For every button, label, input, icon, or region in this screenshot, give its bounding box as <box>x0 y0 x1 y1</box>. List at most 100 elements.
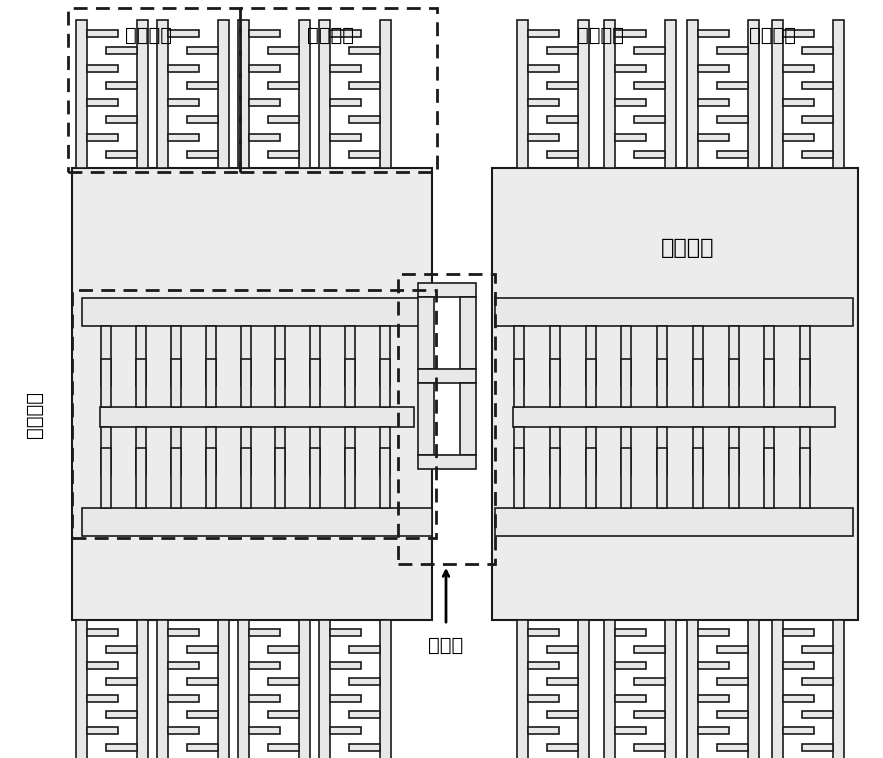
Bar <box>783 629 814 636</box>
Bar <box>275 427 285 475</box>
Bar <box>578 620 589 758</box>
Text: 驱动电极: 驱动电极 <box>125 26 171 45</box>
Bar <box>634 711 665 718</box>
Bar <box>698 694 729 702</box>
Bar <box>238 20 249 168</box>
Bar <box>238 620 249 758</box>
Bar <box>330 662 361 669</box>
Bar <box>665 20 676 168</box>
Bar <box>275 448 285 508</box>
Bar <box>249 64 280 72</box>
Bar <box>460 297 476 369</box>
Bar <box>349 48 380 55</box>
Bar <box>268 116 299 124</box>
Bar <box>800 359 811 407</box>
Bar <box>833 620 844 758</box>
Bar <box>87 64 118 72</box>
Bar <box>76 20 87 168</box>
Bar <box>615 662 646 669</box>
Bar <box>492 168 858 620</box>
Bar <box>634 116 665 124</box>
Bar <box>783 694 814 702</box>
Bar <box>547 48 578 55</box>
Bar <box>330 30 361 37</box>
Bar <box>168 662 199 669</box>
Bar <box>634 646 665 653</box>
Bar <box>665 620 676 758</box>
Bar <box>101 326 111 386</box>
Bar <box>380 427 390 475</box>
Bar <box>514 326 524 386</box>
Bar <box>728 427 739 475</box>
Bar <box>800 427 811 475</box>
Bar <box>268 744 299 750</box>
Bar <box>82 298 432 326</box>
Bar <box>622 427 631 475</box>
Bar <box>698 64 729 72</box>
Bar <box>547 678 578 685</box>
Bar <box>87 30 118 37</box>
Bar <box>514 448 524 508</box>
Bar <box>310 359 321 407</box>
Bar <box>170 427 181 475</box>
Bar <box>634 744 665 750</box>
Bar <box>657 448 668 508</box>
Text: 检测质量: 检测质量 <box>661 238 714 258</box>
Bar <box>687 620 698 758</box>
Bar <box>68 8 240 172</box>
Bar <box>528 662 559 669</box>
Bar <box>268 48 299 55</box>
Bar <box>418 383 434 455</box>
Bar <box>615 629 646 636</box>
Bar <box>101 359 111 407</box>
Bar <box>187 711 218 718</box>
Bar <box>187 744 218 750</box>
Bar <box>717 678 748 685</box>
Bar <box>765 359 774 407</box>
Bar <box>206 359 215 407</box>
Bar <box>783 662 814 669</box>
Bar <box>170 326 181 386</box>
Bar <box>249 629 280 636</box>
Bar <box>187 646 218 653</box>
Text: 驱动检测: 驱动检测 <box>306 26 353 45</box>
Bar <box>698 728 729 735</box>
Bar <box>802 646 833 653</box>
Bar <box>783 133 814 140</box>
Bar <box>330 133 361 140</box>
Bar <box>657 359 668 407</box>
Bar <box>349 116 380 124</box>
Bar <box>136 427 146 475</box>
Bar <box>604 20 615 168</box>
Bar <box>622 359 631 407</box>
Bar <box>728 448 739 508</box>
Bar <box>547 116 578 124</box>
Bar <box>206 427 215 475</box>
Bar <box>349 82 380 89</box>
Bar <box>550 448 560 508</box>
Bar <box>604 620 615 758</box>
Bar <box>249 30 280 37</box>
Bar <box>528 728 559 735</box>
Bar <box>87 728 118 735</box>
Bar <box>380 359 390 407</box>
Bar <box>87 133 118 140</box>
Bar <box>513 407 835 427</box>
Bar <box>187 48 218 55</box>
Bar <box>547 744 578 750</box>
Bar <box>693 359 703 407</box>
Bar <box>168 694 199 702</box>
Bar <box>299 20 310 168</box>
Bar <box>634 678 665 685</box>
Text: 驱动电极: 驱动电极 <box>749 26 796 45</box>
Bar <box>528 30 559 37</box>
Bar <box>299 620 310 758</box>
Bar <box>319 20 330 168</box>
Bar <box>547 82 578 89</box>
Bar <box>657 326 668 386</box>
Bar <box>550 359 560 407</box>
Bar <box>330 728 361 735</box>
Bar <box>698 30 729 37</box>
Bar <box>772 620 783 758</box>
Bar <box>380 326 390 386</box>
